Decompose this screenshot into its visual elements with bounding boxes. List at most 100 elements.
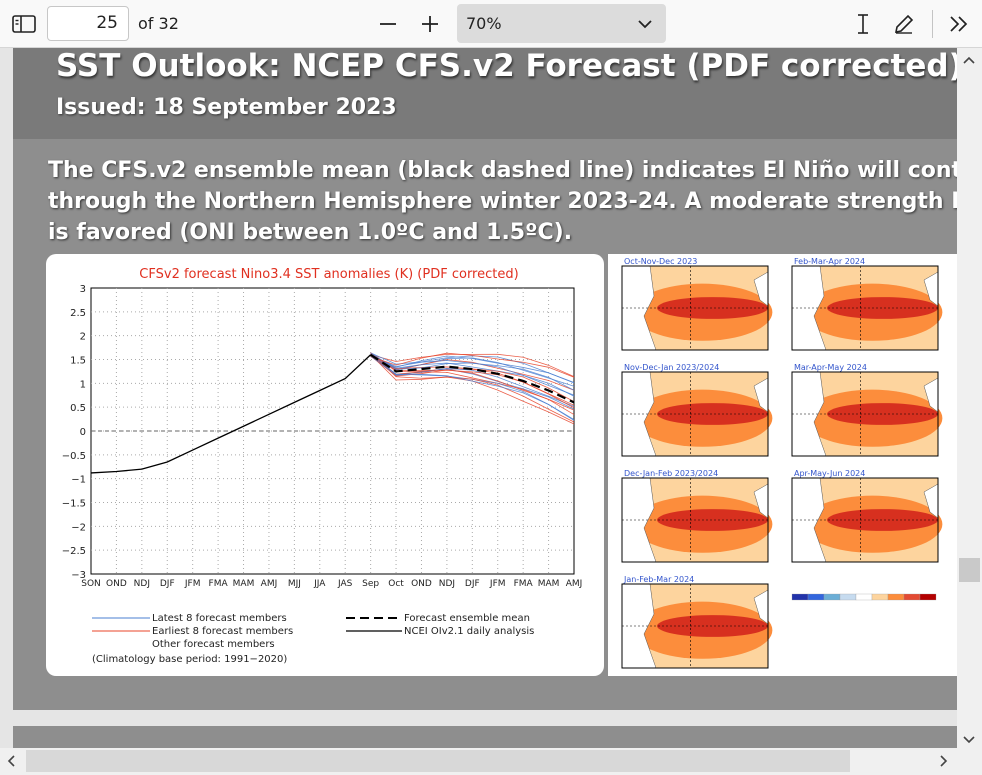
forecast-member-line — [370, 356, 575, 397]
map-panel-label: Oct-Nov-Dec 2023 — [624, 257, 697, 266]
body-text-line-3: is favored (ONI between 1.0ºC and 1.5ºC)… — [48, 220, 573, 245]
legend-latest: Latest 8 forecast members — [152, 613, 287, 624]
scroll-right-icon[interactable] — [940, 755, 948, 771]
color-scale-swatch — [791, 593, 809, 601]
y-tick-label: 2.5 — [70, 308, 86, 319]
map-panel-label: Mar-Apr-May 2024 — [794, 363, 867, 372]
scroll-up-icon[interactable] — [963, 52, 975, 68]
x-tick-label: JFM — [489, 579, 506, 589]
sst-map-panel: Nov-Dec-Jan 2023/2024 — [621, 363, 773, 457]
y-tick-label: 3 — [80, 284, 86, 295]
chart-title: CFSv2 forecast Nino3.4 SST anomalies (K)… — [139, 267, 518, 282]
strong-warm-tongue — [827, 297, 938, 319]
sst-map-panel: Feb-Mar-Apr 2024 — [791, 257, 943, 351]
strong-warm-tongue — [657, 403, 768, 425]
x-tick-label: OND — [106, 579, 127, 589]
x-tick-label: Sep — [362, 579, 379, 589]
x-tick-label: Oct — [388, 579, 404, 589]
y-tick-label: −0.5 — [62, 451, 86, 462]
color-scale-swatch — [871, 593, 889, 601]
x-tick-label: FMA — [514, 579, 534, 589]
x-tick-label: FMA — [209, 579, 229, 589]
vertical-scroll-thumb[interactable] — [959, 558, 980, 582]
strong-warm-tongue — [657, 509, 768, 531]
x-tick-label: MJJ — [288, 579, 301, 589]
y-tick-label: −2 — [71, 522, 86, 533]
strong-warm-tongue — [657, 297, 768, 319]
body-text-line-2: through the Northern Hemisphere winter 2… — [48, 189, 957, 214]
sst-map-panel: Dec-Jan-Feb 2023/2024 — [621, 469, 773, 563]
nino34-chart: CFSv2 forecast Nino3.4 SST anomalies (K)… — [62, 267, 583, 665]
chevron-down-icon[interactable] — [634, 12, 656, 36]
sst-map-panel: Mar-Apr-May 2024 — [791, 363, 943, 457]
x-tick-label: JAS — [337, 579, 353, 589]
map-frame — [621, 371, 769, 457]
sst-map-panel: Jan-Feb-Mar 2024 — [621, 575, 773, 669]
zoom-select[interactable] — [457, 4, 666, 43]
horizontal-scroll-thumb[interactable] — [26, 750, 850, 772]
sst-map-panel: Apr-May-Jun 2024 — [791, 469, 943, 563]
analysis-line — [90, 354, 372, 474]
forecast-member-line — [370, 353, 575, 387]
forecast-member-line — [370, 353, 575, 378]
color-scale-swatch — [887, 593, 905, 601]
more-chevrons-icon[interactable] — [944, 10, 974, 38]
color-scale-swatch — [823, 593, 841, 601]
body-text-line-1: The CFS.v2 ensemble mean (black dashed l… — [48, 158, 957, 183]
map-frame — [791, 477, 939, 563]
map-frame — [621, 265, 769, 351]
x-tick-label: DJF — [465, 579, 480, 589]
map-panel-label: Feb-Mar-Apr 2024 — [794, 257, 865, 266]
toolbar-divider — [932, 10, 933, 38]
next-pdf-page — [13, 726, 957, 748]
y-tick-label: 1.5 — [70, 356, 86, 367]
y-tick-label: −1 — [71, 475, 86, 486]
map-frame — [621, 477, 769, 563]
map-panel-label: Jan-Feb-Mar 2024 — [623, 575, 694, 584]
legend-mean: Forecast ensemble mean — [404, 613, 530, 624]
color-scale-swatch — [919, 593, 937, 601]
zoom-value: 70% — [466, 14, 502, 33]
y-tick-label: 2 — [80, 332, 86, 343]
nino34-chart-card: CFSv2 forecast Nino3.4 SST anomalies (K)… — [46, 254, 604, 676]
slide-header — [13, 48, 957, 139]
text-cursor-icon[interactable] — [850, 10, 876, 38]
map-frame — [791, 265, 939, 351]
x-tick-label: MAM — [538, 579, 560, 589]
map-panel-label: Dec-Jan-Feb 2023/2024 — [624, 469, 718, 478]
sst-anomaly-maps: Oct-Nov-Dec 2023 Feb-Mar-Apr 2024 Nov-Dec-… — [621, 257, 943, 669]
page-number-input[interactable]: 25 — [47, 6, 129, 41]
y-tick-label: 0.5 — [70, 403, 86, 414]
document-viewport[interactable]: SST Outlook: NCEP CFS.v2 Forecast (PDF c… — [0, 48, 957, 748]
strong-warm-tongue — [827, 509, 938, 531]
x-tick-label: JFM — [184, 579, 201, 589]
map-frame — [791, 371, 939, 457]
x-tick-label: JJA — [313, 579, 326, 589]
issued-date: Issued: 18 September 2023 — [56, 95, 397, 120]
pen-icon[interactable] — [890, 10, 918, 38]
legend-earliest: Earliest 8 forecast members — [152, 626, 293, 637]
y-tick-label: −3 — [71, 570, 86, 581]
forecast-member-line — [370, 352, 575, 396]
x-tick-label: OND — [411, 579, 432, 589]
scroll-left-icon[interactable] — [7, 755, 15, 771]
vertical-scrollbar[interactable] — [957, 48, 982, 748]
plus-icon[interactable] — [416, 10, 444, 38]
map-panel-label: Apr-May-Jun 2024 — [794, 469, 865, 478]
scroll-down-icon[interactable] — [963, 732, 975, 748]
y-tick-label: −1.5 — [62, 499, 86, 510]
climatology-note: (Climatology base period: 1991−2020) — [92, 654, 287, 665]
forecast-member-line — [370, 355, 575, 421]
x-tick-label: MAM — [233, 579, 255, 589]
x-tick-label: NDJ — [134, 579, 150, 589]
pdf-page: SST Outlook: NCEP CFS.v2 Forecast (PDF c… — [13, 48, 957, 710]
legend-analysis: NCEI OIv2.1 daily analysis — [404, 626, 534, 637]
y-tick-label: 0 — [80, 427, 86, 438]
page-total-label: of 32 — [138, 14, 179, 33]
sidebar-icon[interactable] — [10, 10, 38, 38]
x-tick-label: DJF — [160, 579, 175, 589]
forecast-member-line — [370, 352, 575, 378]
sst-maps-card: Oct-Nov-Dec 2023 Feb-Mar-Apr 2024 Nov-Dec-… — [608, 254, 957, 676]
color-scale-swatch — [903, 593, 921, 601]
minus-icon[interactable] — [374, 10, 402, 38]
